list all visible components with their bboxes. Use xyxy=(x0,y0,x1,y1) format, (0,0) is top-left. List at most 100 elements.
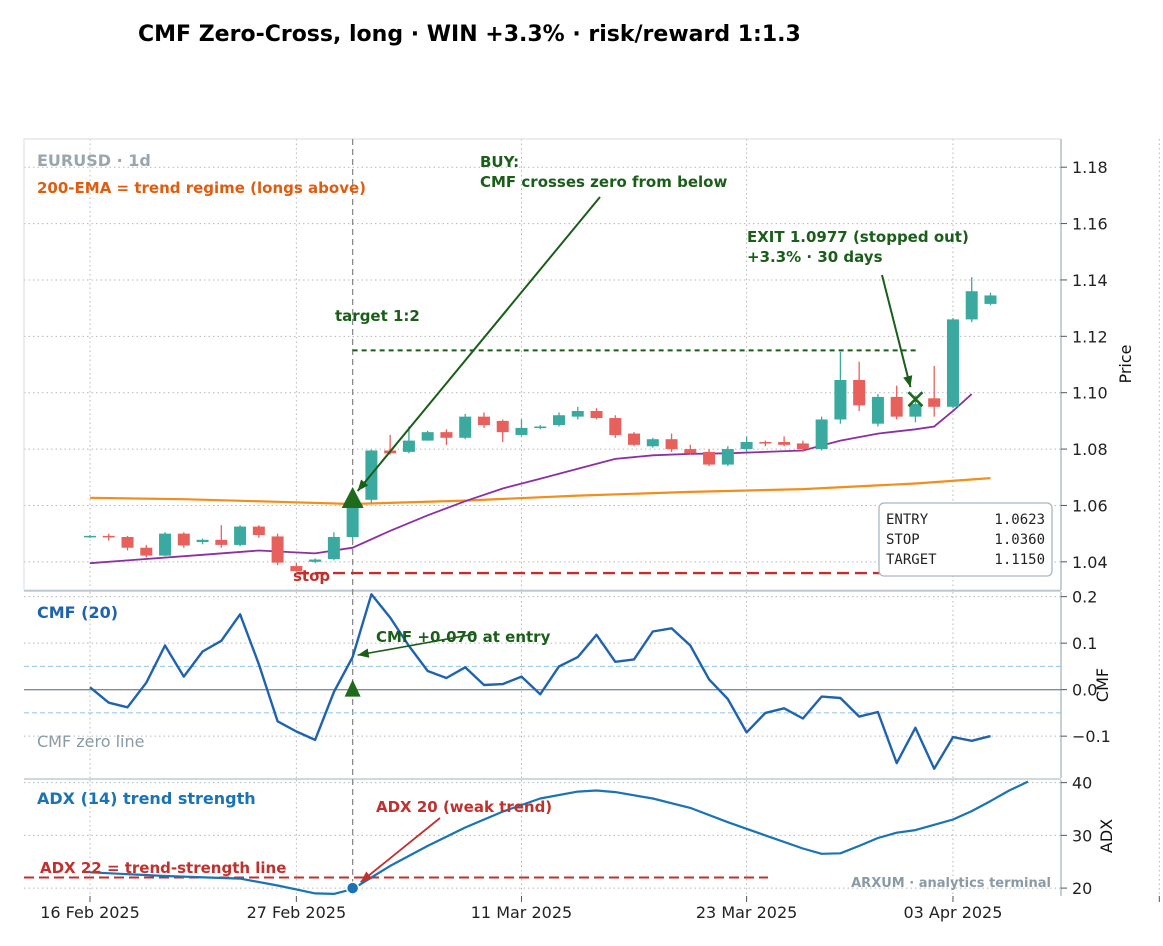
candle-body-up xyxy=(346,505,359,538)
info-entry-value: 1.0623 xyxy=(994,512,1045,528)
candle-body-down xyxy=(140,547,153,556)
cmf-entry-arrow-head xyxy=(357,648,370,658)
price-panel xyxy=(84,139,997,896)
cmf-zero-label: CMF zero line xyxy=(37,732,144,751)
exit-marker xyxy=(907,391,924,408)
candle-body-up xyxy=(965,291,978,320)
candle-body-up xyxy=(871,396,884,424)
candle-body-up xyxy=(159,533,172,556)
x-tick-label: 27 Feb 2025 xyxy=(247,903,347,922)
price-y-tick-label: 1.08 xyxy=(1072,440,1108,459)
candle-body-up xyxy=(327,537,340,559)
candle-body-down xyxy=(271,536,284,563)
info-stop-value: 1.0360 xyxy=(994,532,1045,548)
footer-watermark: ARXUM · analytics terminal xyxy=(851,876,1051,891)
cmf-ylabel: CMF xyxy=(1093,668,1112,702)
candle-body-up xyxy=(196,539,209,543)
candle-body-up xyxy=(815,419,828,450)
exit-arrow xyxy=(881,274,913,388)
candle-body-up xyxy=(909,403,922,417)
candle-body-up xyxy=(309,559,322,562)
instrument-label: EURUSD · 1d xyxy=(37,151,151,170)
candle-body-up xyxy=(946,319,959,407)
info-entry-label: ENTRY xyxy=(886,512,929,528)
x-tick-label: 03 Apr 2025 xyxy=(903,903,1002,922)
price-y-tick-label: 1.10 xyxy=(1072,384,1108,403)
candle-body-up xyxy=(515,427,528,435)
adx-entry-arrow-head xyxy=(360,871,373,883)
candle-body-down xyxy=(703,451,716,465)
price-y-tick-label: 1.04 xyxy=(1072,553,1108,572)
cmf-line xyxy=(89,593,991,770)
price-y-tick-label: 1.16 xyxy=(1072,215,1108,234)
axis-layer: 16 Feb 2025 27 Feb 2025 11 Mar 2025 23 Mar … xyxy=(40,158,1160,922)
adx-line xyxy=(89,780,1029,895)
cmf-y-tick-label: 0.0 xyxy=(1072,681,1097,700)
ema-regime-note: 200-EMA = trend regime (longs above) xyxy=(37,179,366,197)
candle-body-down xyxy=(759,442,772,444)
target-label: target 1:2 xyxy=(335,307,420,325)
ema200-line xyxy=(89,477,991,506)
price-ylabel: Price xyxy=(1116,344,1135,383)
adx-entry-annotation: ADX 20 (weak trend) xyxy=(376,798,552,816)
candle-body-down xyxy=(102,535,115,538)
adx-y-tick-label: 20 xyxy=(1072,879,1092,898)
candle-body-down xyxy=(252,526,265,536)
cmf-y-tick-label: 0.1 xyxy=(1072,634,1097,653)
candle-body-up xyxy=(534,426,547,429)
candle-body-down xyxy=(590,411,603,419)
candle-body-down xyxy=(928,398,941,407)
candle-body-up xyxy=(740,442,753,450)
cmf-panel-title: CMF (20) xyxy=(37,603,118,622)
adx-entry-dot xyxy=(345,881,360,895)
candle-body-down xyxy=(684,449,697,454)
cmf-panel xyxy=(24,593,1061,770)
buy-title: BUY: xyxy=(480,153,519,171)
candle-body-up xyxy=(459,416,472,438)
ema-fast-line xyxy=(89,393,973,565)
candle-body-up xyxy=(571,411,584,417)
candle-body-down xyxy=(496,420,509,433)
stop-label: stop xyxy=(293,567,330,585)
adx-y-tick-label: 30 xyxy=(1072,826,1092,845)
info-target-value: 1.1150 xyxy=(994,552,1045,568)
candle-body-down xyxy=(177,533,190,546)
exit-arrow-head xyxy=(903,375,913,388)
candle-body-down xyxy=(121,537,134,548)
candle-body-down xyxy=(609,418,622,435)
adx-y-tick-label: 40 xyxy=(1072,774,1092,793)
cmf-entry-arrow-shaft xyxy=(357,633,476,656)
adx-panel-title: ADX (14) trend strength xyxy=(37,789,256,808)
buy-text: CMF crosses zero from below xyxy=(480,173,727,191)
exit-arrow-shaft xyxy=(881,274,912,388)
candle-body-down xyxy=(853,380,866,406)
candle-body-down xyxy=(440,432,453,438)
adx-entry-arrow-shaft xyxy=(360,817,441,883)
entry-marker xyxy=(341,486,364,508)
candle-body-down xyxy=(890,396,903,417)
candle-body-up xyxy=(84,535,96,538)
price-y-tick-label: 1.12 xyxy=(1072,327,1108,346)
candle-body-down xyxy=(796,443,809,450)
x-tick-label: 23 Mar 2025 xyxy=(696,903,797,922)
candle-body-up xyxy=(421,432,434,441)
x-tick-label: 16 Feb 2025 xyxy=(40,903,140,922)
candle-body-down xyxy=(778,442,791,445)
candle-body-down xyxy=(215,539,228,545)
candle-body-down xyxy=(665,439,678,450)
candle-body-up xyxy=(234,526,247,545)
candle-body-up xyxy=(553,415,565,426)
price-y-tick-label: 1.14 xyxy=(1072,271,1108,290)
chart-title: CMF Zero-Cross, long · WIN +3.3% · risk/… xyxy=(138,22,801,47)
adx-entry-arrow xyxy=(360,817,441,883)
adx-panel xyxy=(24,780,1029,895)
exit-label-line2: +3.3% · 30 days xyxy=(747,248,883,266)
cmf-cross-marker xyxy=(344,679,361,697)
buy-arrow-head xyxy=(357,479,369,491)
trade-info-box: ENTRY 1.0623 STOP 1.0360 TARGET 1.1150 xyxy=(878,502,1053,577)
candle-body-up xyxy=(984,295,997,304)
price-y-tick-label: 1.06 xyxy=(1072,496,1108,515)
candle-body-up xyxy=(646,439,659,447)
adx-ylabel: ADX xyxy=(1097,819,1116,853)
